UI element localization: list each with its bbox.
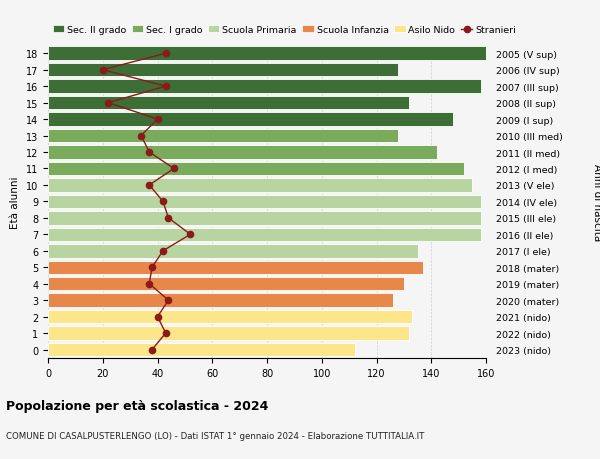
Bar	[48, 277, 404, 291]
Bar	[48, 146, 437, 159]
Bar	[48, 310, 412, 324]
Y-axis label: Età alunni: Età alunni	[10, 176, 20, 228]
Bar	[48, 129, 398, 143]
Bar	[48, 113, 453, 127]
Bar	[48, 294, 393, 307]
Bar	[48, 212, 481, 225]
Bar	[48, 80, 481, 94]
Bar	[48, 162, 464, 176]
Legend: Sec. II grado, Sec. I grado, Scuola Primaria, Scuola Infanzia, Asilo Nido, Stran: Sec. II grado, Sec. I grado, Scuola Prim…	[53, 26, 516, 35]
Bar	[48, 327, 409, 340]
Bar	[48, 195, 481, 209]
Bar	[48, 179, 472, 192]
Bar	[48, 228, 481, 241]
Text: COMUNE DI CASALPUSTERLENGO (LO) - Dati ISTAT 1° gennaio 2024 - Elaborazione TUTT: COMUNE DI CASALPUSTERLENGO (LO) - Dati I…	[6, 431, 424, 441]
Bar	[48, 245, 418, 258]
Bar	[48, 47, 491, 61]
Bar	[48, 261, 423, 274]
Text: Popolazione per età scolastica - 2024: Popolazione per età scolastica - 2024	[6, 399, 268, 412]
Bar	[48, 64, 398, 77]
Bar	[48, 97, 409, 110]
Bar	[48, 343, 355, 357]
Text: Anni di nascita: Anni di nascita	[592, 163, 600, 241]
